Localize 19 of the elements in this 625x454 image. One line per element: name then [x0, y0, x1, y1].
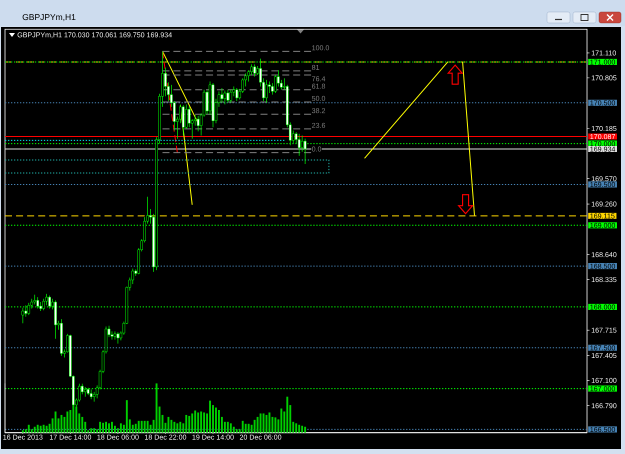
candlestick: [265, 80, 268, 104]
candlestick: [253, 64, 256, 77]
candlestick: [22, 307, 24, 324]
candlestick: [184, 104, 188, 130]
candlestick: [196, 115, 200, 132]
chart-title: GBPJPYm,H1: [22, 14, 76, 22]
candlestick: [182, 104, 185, 136]
candlestick: [42, 298, 45, 311]
candlestick: [220, 88, 224, 104]
candlestick: [230, 89, 232, 104]
candlestick: [90, 389, 92, 400]
candlestick: [33, 294, 36, 305]
candlestick: [226, 89, 230, 104]
candlestick: [45, 294, 48, 306]
candlestick: [235, 88, 238, 102]
candlestick: [224, 90, 226, 105]
candlestick: [164, 67, 167, 97]
candlestick: [300, 135, 304, 152]
candlestick: [116, 332, 120, 344]
